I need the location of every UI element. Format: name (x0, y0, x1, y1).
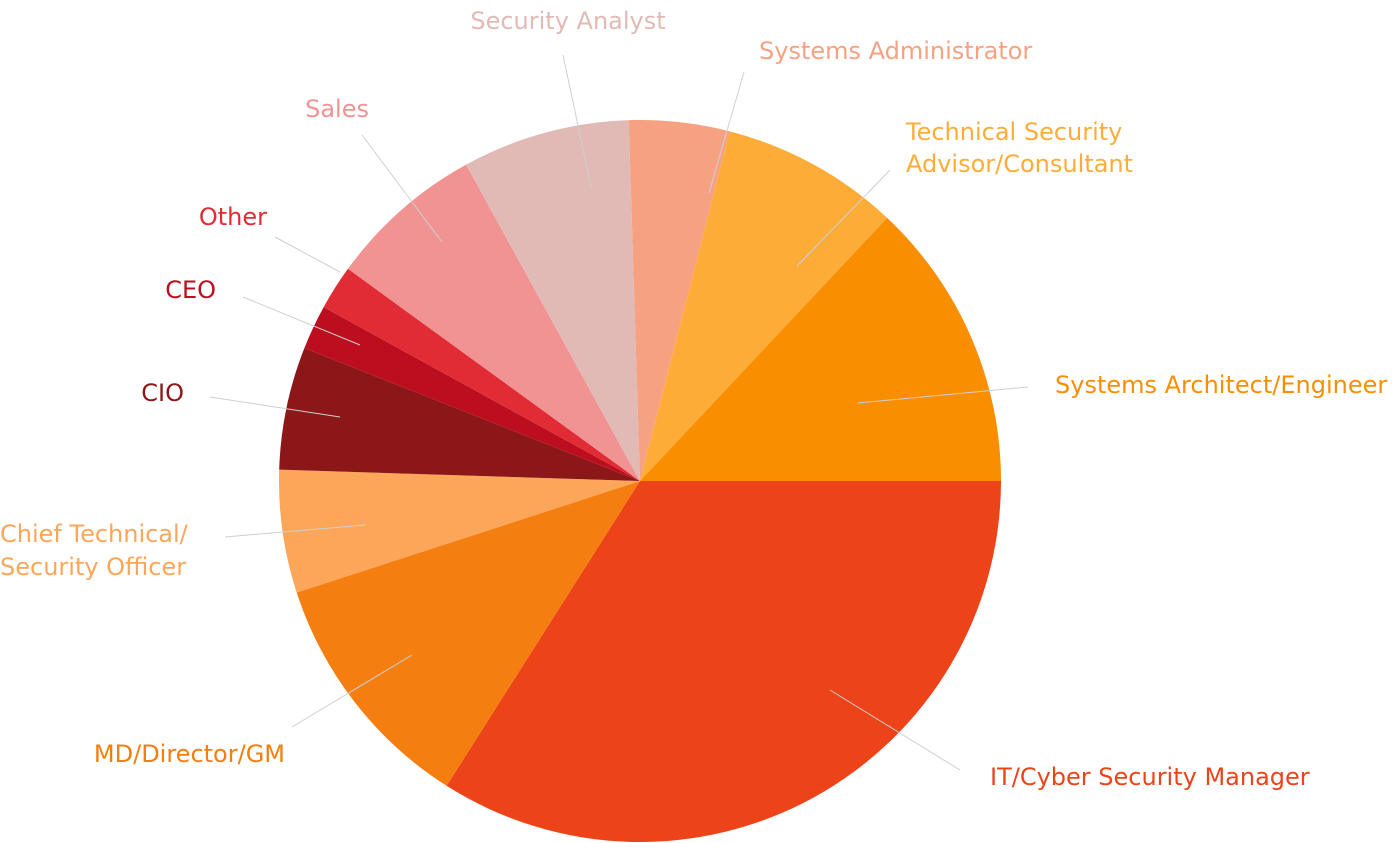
pie-slice-cio (279, 348, 640, 481)
leader-line-it-cyber-security-manager (829, 689, 961, 771)
slice-label-line: IT/Cyber Security Manager (990, 763, 1310, 791)
slice-label-line: CEO (165, 276, 216, 304)
slice-label-other: Other (199, 203, 267, 231)
slice-label-md-director-gm: MD/Director/GM (94, 740, 285, 768)
pie-slice-security-analyst (466, 120, 640, 482)
pie-slice-other (323, 268, 640, 481)
slice-label-systems-architect-engineer: Systems Architect/Engineer (1055, 371, 1387, 399)
leader-line-other (274, 236, 341, 273)
pie-slice-it-cyber-security-manager (446, 481, 1001, 842)
slice-label-systems-administrator: Systems Administrator (759, 37, 1032, 65)
slice-label-line: Systems Administrator (759, 37, 1032, 65)
leader-line-systems-administrator (708, 71, 745, 194)
leader-line-ceo (242, 296, 361, 346)
slice-label-line: Other (199, 203, 267, 231)
slice-label-line: Security Officer (0, 553, 186, 581)
slice-label-line: Security Analyst (470, 7, 665, 35)
slice-label-line: MD/Director/GM (94, 740, 285, 768)
slice-label-security-analyst: Security Analyst (470, 7, 665, 35)
pie-slice-chief-technical-security-officer (279, 469, 640, 593)
leader-line-technical-security-advisor-consultant (796, 169, 891, 267)
slice-label-line: Systems Architect/Engineer (1055, 371, 1387, 399)
leader-line-chief-technical-security-officer (224, 524, 366, 538)
slice-label-cio: CIO (141, 379, 184, 407)
pie-slice-systems-architect-engineer (640, 217, 1001, 481)
slice-label-ceo: CEO (165, 276, 216, 304)
slice-label-technical-security-advisor-consultant: Technical Security Advisor/Consultant (905, 118, 1133, 178)
leader-line-security-analyst (562, 54, 592, 188)
pie-slice-ceo (304, 307, 640, 481)
pie-slice-systems-administrator (628, 120, 730, 481)
leader-line-cio (209, 396, 341, 418)
slice-label-line: Technical Security (905, 118, 1122, 146)
pie-slice-md-director-gm (296, 481, 640, 786)
slice-label-chief-technical-security-officer: Chief Technical/Security Officer (0, 520, 189, 581)
slice-label-line: CIO (141, 379, 184, 407)
leader-line-systems-architect-engineer (857, 386, 1029, 404)
leader-line-md-director-gm (291, 654, 413, 728)
slice-label-line: Sales (305, 95, 369, 123)
leader-line-sales (361, 134, 443, 243)
slice-label-line: Advisor/Consultant (906, 150, 1133, 178)
slice-label-it-cyber-security-manager: IT/Cyber Security Manager (990, 763, 1310, 791)
slice-label-line: Chief Technical/ (0, 520, 189, 548)
pie-slice-technical-security-advisor-consultant (640, 131, 888, 481)
pie-slice-sales (347, 164, 640, 481)
slice-label-sales: Sales (305, 95, 369, 123)
